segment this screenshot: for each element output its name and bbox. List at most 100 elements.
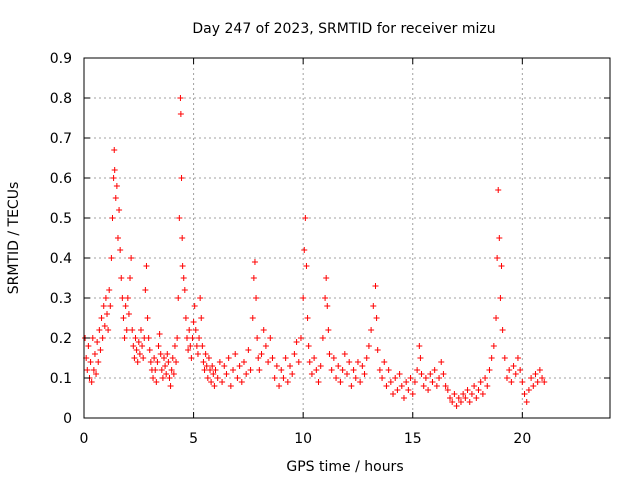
data-point: [374, 347, 381, 353]
data-point: [359, 363, 366, 369]
data-point: [425, 387, 432, 393]
data-point: [346, 359, 353, 365]
data-point: [311, 355, 318, 361]
data-point: [344, 371, 350, 377]
data-point: [200, 359, 207, 365]
data-point: [383, 383, 390, 389]
data-point: [414, 367, 421, 373]
data-point: [114, 235, 121, 241]
data-point: [117, 247, 124, 253]
data-point: [123, 327, 130, 333]
data-point: [398, 383, 405, 389]
data-point: [205, 355, 212, 361]
x-tick-label: 5: [189, 431, 198, 447]
data-point: [282, 355, 289, 361]
data-point: [105, 327, 112, 333]
data-point: [111, 167, 118, 173]
data-point: [201, 367, 208, 373]
data-point: [324, 303, 331, 309]
data-point: [295, 359, 302, 365]
data-point: [179, 263, 186, 269]
data-point: [133, 347, 140, 353]
data-point: [352, 375, 359, 381]
data-point: [455, 395, 462, 401]
data-point: [301, 247, 308, 253]
data-point: [145, 335, 152, 341]
data-point: [159, 375, 166, 381]
data-point: [392, 375, 399, 381]
data-point: [506, 367, 513, 373]
data-point: [193, 343, 200, 349]
data-point: [250, 275, 257, 281]
data-point: [210, 371, 217, 377]
data-point: [197, 295, 204, 301]
data-point: [260, 327, 267, 333]
data-point: [144, 315, 151, 321]
data-point: [95, 359, 102, 365]
data-point: [317, 363, 324, 369]
axis-ticks: [83, 57, 610, 419]
data-point: [230, 367, 237, 373]
data-point: [387, 379, 394, 385]
y-tick-label: 0.6: [50, 171, 72, 187]
data-point: [170, 371, 177, 377]
data-point: [335, 363, 342, 369]
data-point: [164, 351, 171, 357]
data-point: [473, 395, 480, 401]
data-point: [484, 383, 491, 389]
data-point: [243, 371, 250, 377]
data-point: [214, 375, 221, 381]
x-tick-label: 0: [80, 431, 89, 447]
data-point: [394, 387, 401, 393]
data-point: [361, 371, 368, 377]
data-point: [409, 391, 416, 397]
data-point: [99, 335, 106, 341]
data-point: [539, 375, 546, 381]
data-point: [306, 359, 313, 365]
y-tick-label: 0.2: [50, 331, 72, 347]
data-point: [97, 347, 104, 353]
data-point: [503, 375, 510, 381]
y-tick-label: 0.9: [50, 51, 72, 67]
data-point: [101, 323, 108, 329]
data-point: [449, 399, 456, 405]
data-point: [488, 355, 495, 361]
data-point: [121, 335, 128, 341]
data-point: [188, 355, 195, 361]
data-point: [179, 235, 186, 241]
data-point: [208, 379, 215, 385]
data-point: [143, 263, 150, 269]
data-point: [337, 379, 344, 385]
data-point: [418, 371, 425, 377]
data-point: [199, 343, 206, 349]
data-point: [490, 343, 497, 349]
data-point: [475, 387, 482, 393]
data-point: [176, 215, 183, 221]
data-point: [204, 375, 211, 381]
data-point: [510, 363, 517, 369]
data-point: [87, 359, 94, 365]
data-point: [254, 335, 261, 341]
data-point: [111, 147, 118, 153]
data-point: [185, 347, 192, 353]
data-point: [124, 295, 131, 301]
data-point: [300, 295, 307, 301]
data-point: [303, 263, 310, 269]
data-point: [385, 367, 392, 373]
data-point: [486, 367, 493, 373]
data-point: [96, 327, 103, 333]
data-point: [251, 259, 258, 265]
data-point: [180, 275, 187, 281]
data-point: [245, 347, 252, 353]
data-point: [134, 359, 141, 365]
data-point: [227, 383, 234, 389]
data-point: [315, 379, 322, 385]
data-point: [186, 327, 193, 333]
data-point: [189, 335, 196, 341]
data-point: [422, 375, 429, 381]
data-point: [293, 339, 300, 345]
data-point: [528, 375, 535, 381]
data-point: [89, 335, 96, 341]
data-point: [365, 343, 372, 349]
data-point: [249, 315, 256, 321]
